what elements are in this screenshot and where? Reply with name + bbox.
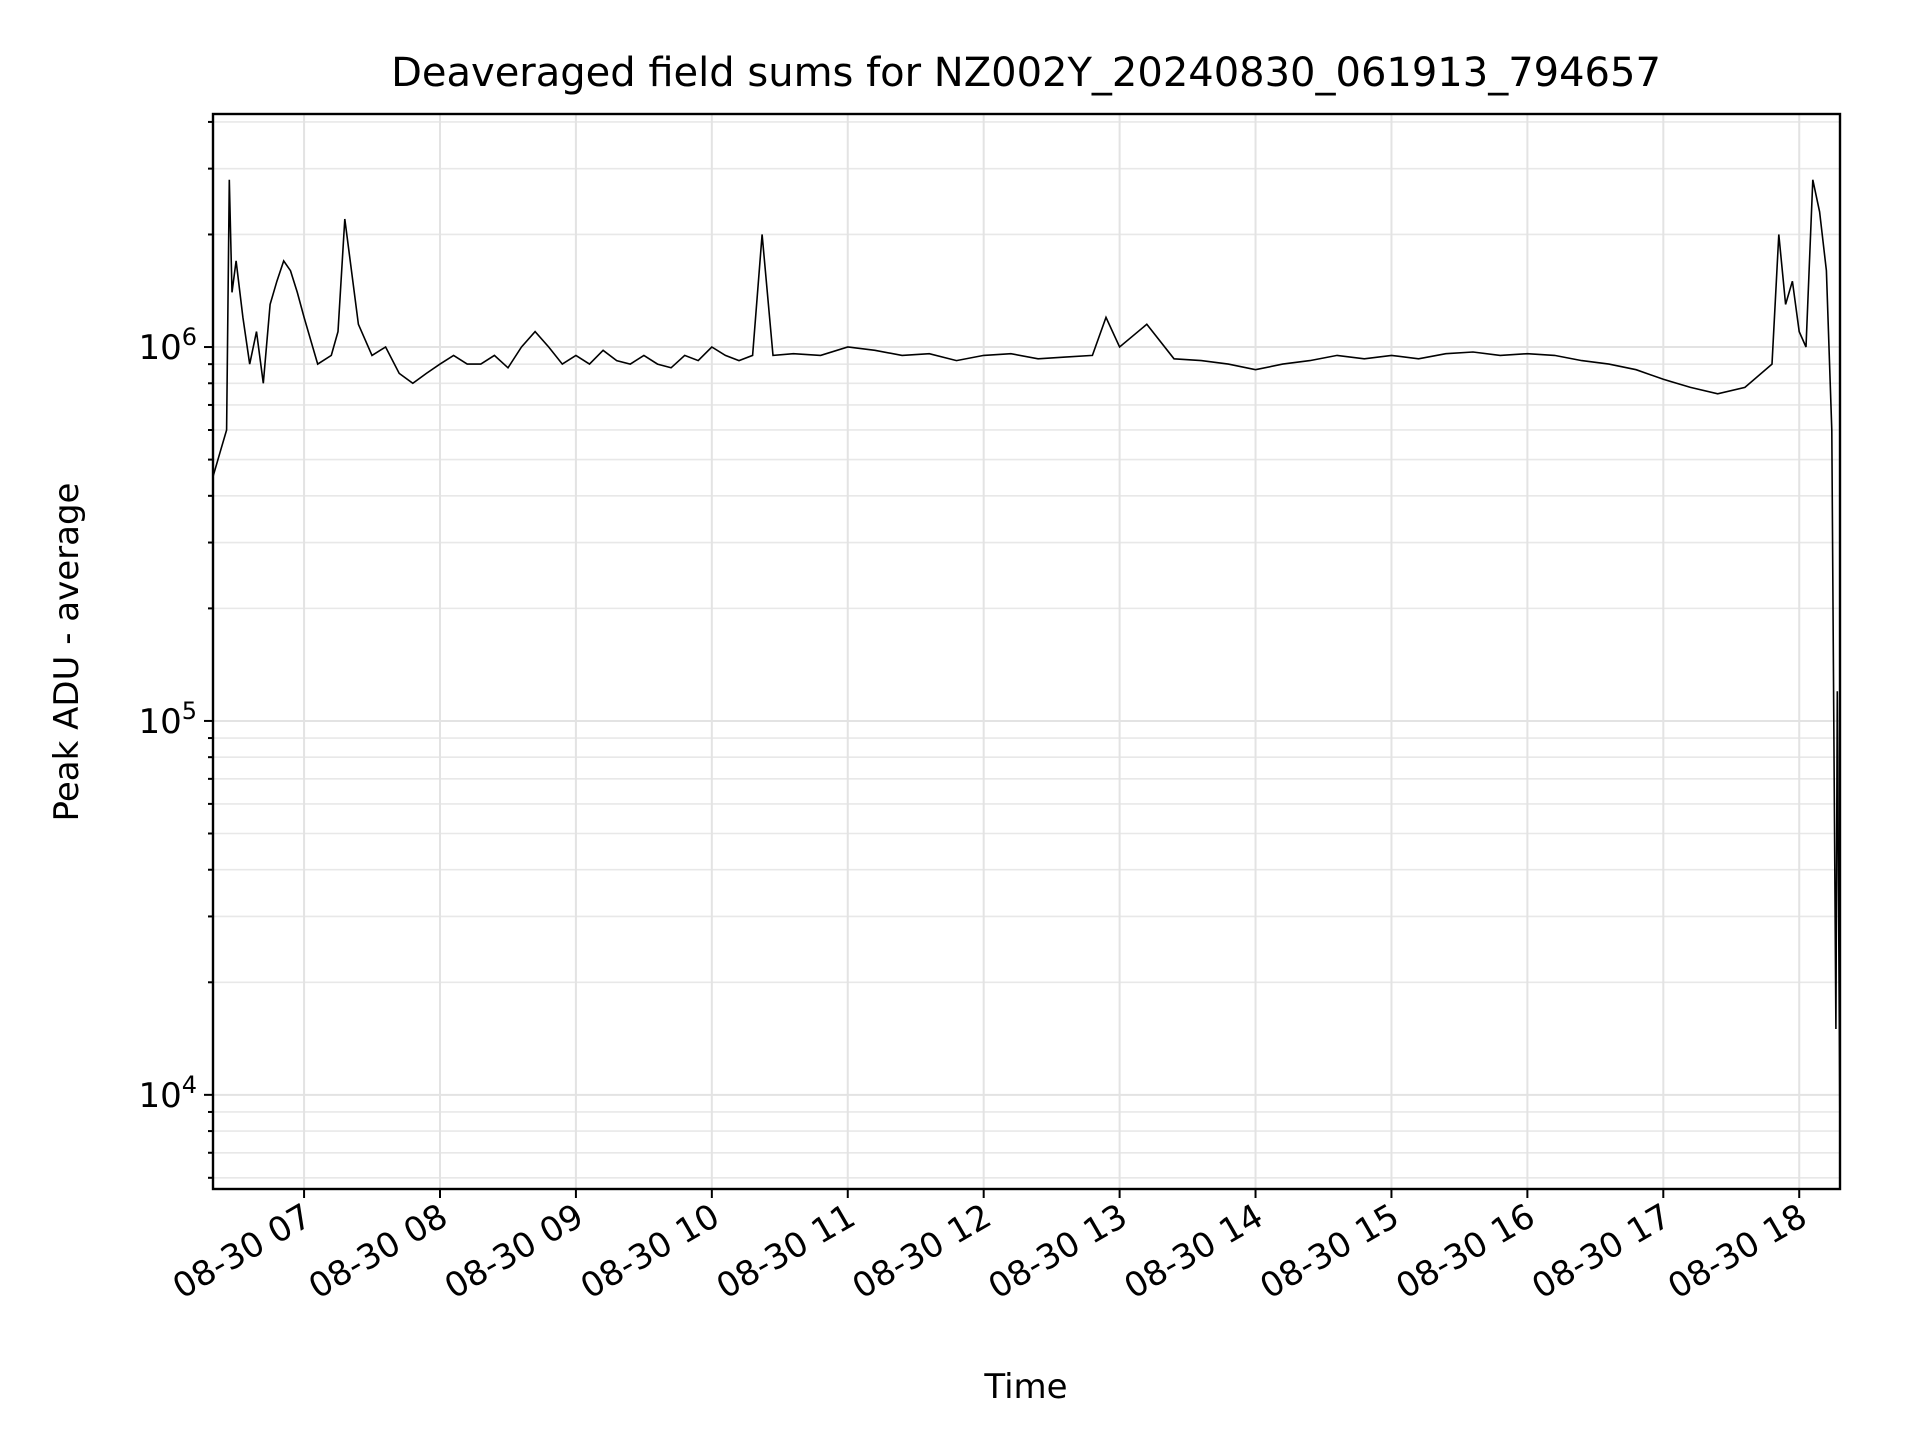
x-tick-label: 08-30 08 [302, 1196, 454, 1307]
chart-title: Deaveraged field sums for NZ002Y_2024083… [391, 50, 1661, 96]
plot-frame [211, 112, 1842, 1191]
x-tick-label: 08-30 15 [1254, 1196, 1406, 1307]
x-tick-label: 08-30 11 [710, 1196, 862, 1307]
x-tick-label: 08-30 17 [1525, 1196, 1677, 1307]
y-tick-label: 106 [138, 323, 197, 368]
x-axis-label: Time [983, 1367, 1067, 1407]
x-tick-label: 08-30 10 [574, 1196, 726, 1307]
x-tick-label: 08-30 07 [166, 1196, 318, 1307]
x-tick-label: 08-30 09 [438, 1196, 590, 1307]
x-tick-label: 08-30 13 [982, 1196, 1134, 1307]
y-tick-label: 105 [138, 697, 197, 742]
x-tick-label: 08-30 16 [1389, 1196, 1541, 1307]
x-tick-label: 08-30 18 [1661, 1196, 1813, 1307]
x-tick-label: 08-30 14 [1118, 1196, 1270, 1307]
series-layer [212, 179, 1841, 1142]
y-tick-label: 104 [138, 1071, 197, 1116]
grid-layer [213, 114, 1840, 1189]
series-line [212, 179, 1841, 1142]
y-axis-label: Peak ADU - average [47, 483, 87, 822]
x-tick-label: 08-30 12 [846, 1196, 998, 1307]
